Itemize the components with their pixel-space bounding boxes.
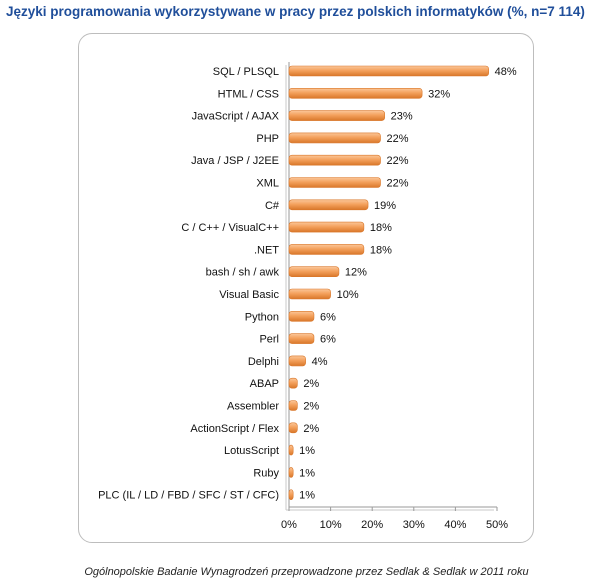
bar — [288, 444, 294, 456]
value-label: 19% — [374, 200, 396, 212]
value-label: 10% — [337, 289, 359, 301]
category-label: C / C++ / VisualC++ — [181, 222, 279, 234]
chart-title: Języki programowania wykorzystywane w pr… — [6, 4, 585, 19]
category-label: ActionScript / Flex — [190, 423, 279, 435]
bar — [288, 400, 298, 411]
x-tick-label: 30% — [403, 519, 425, 531]
category-label: LotusScript — [224, 445, 279, 457]
category-label: bash / sh / awk — [206, 267, 280, 279]
bar — [288, 177, 381, 188]
value-label: 22% — [387, 155, 409, 167]
bar — [288, 377, 298, 389]
value-label: 1% — [299, 467, 315, 479]
value-label: 18% — [370, 244, 392, 256]
source-footer: Ogólnopolskie Badanie Wynagrodzeń przepr… — [84, 566, 529, 578]
category-label: PLC (IL / LD / FBD / SFC / ST / CFC) — [98, 490, 279, 502]
value-label: 2% — [303, 401, 319, 413]
category-label: Ruby — [253, 467, 279, 479]
category-label: C# — [265, 200, 280, 212]
bar — [288, 199, 369, 211]
value-label: 4% — [312, 356, 328, 368]
value-label: 1% — [299, 445, 315, 457]
bar — [288, 266, 340, 278]
x-tick-label: 10% — [320, 519, 342, 531]
category-label: Delphi — [248, 356, 279, 368]
value-label: 1% — [299, 490, 315, 502]
category-label: XML — [256, 178, 279, 190]
category-label: PHP — [256, 133, 279, 145]
bar — [288, 154, 381, 166]
value-label: 18% — [370, 222, 392, 234]
value-label: 22% — [387, 178, 409, 190]
value-label: 22% — [387, 133, 409, 145]
category-label: Java / JSP / J2EE — [191, 155, 279, 167]
bar — [288, 288, 331, 300]
category-label: .NET — [254, 244, 279, 256]
bar — [288, 221, 365, 233]
bar — [288, 467, 294, 478]
value-label: 48% — [495, 66, 517, 78]
x-tick-label: 20% — [361, 519, 383, 531]
value-label: 32% — [428, 88, 450, 100]
chart-frame — [78, 33, 534, 543]
value-label: 6% — [320, 334, 336, 346]
x-tick-label: 0% — [281, 519, 297, 531]
value-label: 23% — [391, 111, 413, 123]
bar — [288, 244, 365, 255]
category-label: JavaScript / AJAX — [192, 111, 280, 123]
bar — [288, 88, 423, 99]
bar — [288, 489, 294, 501]
value-label: 6% — [320, 311, 336, 323]
x-tick-label: 40% — [444, 519, 466, 531]
bar — [288, 333, 315, 344]
bar — [288, 310, 315, 322]
category-label: Assembler — [227, 401, 279, 413]
bar — [288, 422, 298, 434]
x-tick-label: 50% — [486, 519, 508, 531]
bar — [288, 65, 489, 77]
category-label: ABAP — [250, 378, 279, 390]
category-label: HTML / CSS — [218, 88, 279, 100]
value-label: 2% — [303, 423, 319, 435]
value-label: 2% — [303, 378, 319, 390]
category-label: SQL / PLSQL — [213, 66, 279, 78]
bar — [288, 110, 385, 121]
category-label: Perl — [259, 334, 279, 346]
value-label: 12% — [345, 267, 367, 279]
category-label: Python — [245, 311, 279, 323]
category-label: Visual Basic — [219, 289, 279, 301]
bar — [288, 355, 306, 367]
bar — [288, 132, 381, 144]
